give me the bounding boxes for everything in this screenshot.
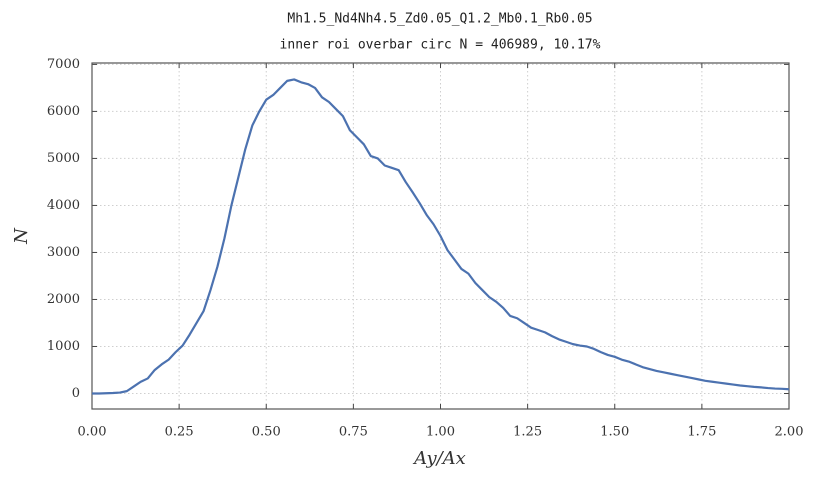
y-axis-label: N [11, 227, 32, 245]
x-tick-label: 1.75 [687, 425, 716, 440]
y-tick-label: 5000 [47, 151, 80, 166]
y-tick-label: 2000 [47, 292, 80, 307]
x-tick-label: 0.25 [165, 425, 194, 440]
x-tick-label: 1.00 [426, 425, 455, 440]
y-tick-label: 3000 [47, 245, 80, 260]
y-tick-label: 7000 [47, 57, 80, 72]
data-line [92, 78, 790, 395]
x-tick-label: 0.00 [78, 425, 107, 440]
chart-subtitle: inner roi overbar circ N = 406989, 10.17… [280, 38, 601, 53]
x-tick-label: 1.50 [600, 425, 629, 440]
x-tick-label: 0.50 [252, 425, 281, 440]
y-tick-label: 1000 [47, 339, 80, 354]
x-axis-label: Ay/Ax [412, 448, 466, 469]
x-tick-label: 2.00 [775, 425, 804, 440]
y-tick-label: 0 [72, 386, 80, 401]
plot-frame [91, 62, 790, 410]
x-tick-label: 1.25 [513, 425, 542, 440]
y-tick-label: 6000 [47, 104, 80, 119]
chart-title: Mh1.5_Nd4Nh4.5_Zd0.05_Q1.2_Mb0.1_Rb0.05 [287, 12, 592, 27]
x-tick-label: 0.75 [339, 425, 368, 440]
y-tick-label: 4000 [47, 198, 80, 213]
